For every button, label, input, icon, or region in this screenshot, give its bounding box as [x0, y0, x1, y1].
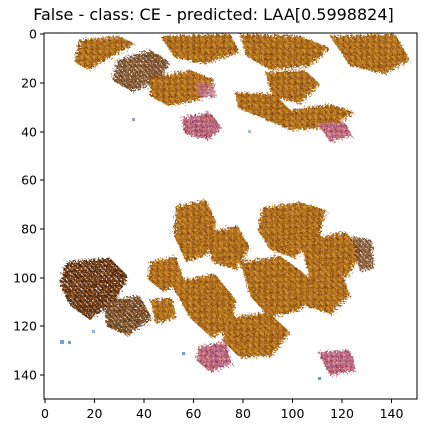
- x-tick-label: 0: [41, 406, 49, 421]
- axes-frame: [43, 32, 418, 400]
- y-tick-label: 60: [21, 173, 37, 188]
- y-tick-label: 120: [13, 319, 37, 334]
- x-tick-label: 100: [281, 406, 305, 421]
- x-tick-label: 140: [380, 406, 404, 421]
- x-tick-label: 120: [330, 406, 354, 421]
- figure-title: False - class: CE - predicted: LAA[0.599…: [33, 5, 394, 24]
- x-tick-label: 40: [136, 406, 152, 421]
- y-tick-label: 140: [13, 368, 37, 383]
- y-tick-label: 20: [21, 76, 37, 91]
- x-tick-label: 60: [186, 406, 202, 421]
- x-tick-label: 20: [87, 406, 103, 421]
- x-axis: 0 20 40 60 80 100 120 140: [41, 399, 403, 421]
- y-axis: 0 20 40 60 80 100 120 140: [13, 27, 44, 383]
- y-tick-label: 40: [21, 125, 37, 140]
- x-tick-label: 80: [235, 406, 251, 421]
- y-tick-label: 80: [21, 222, 37, 237]
- y-tick-label: 100: [13, 271, 37, 286]
- y-tick-label: 0: [29, 27, 37, 42]
- histology-image: [44, 33, 417, 399]
